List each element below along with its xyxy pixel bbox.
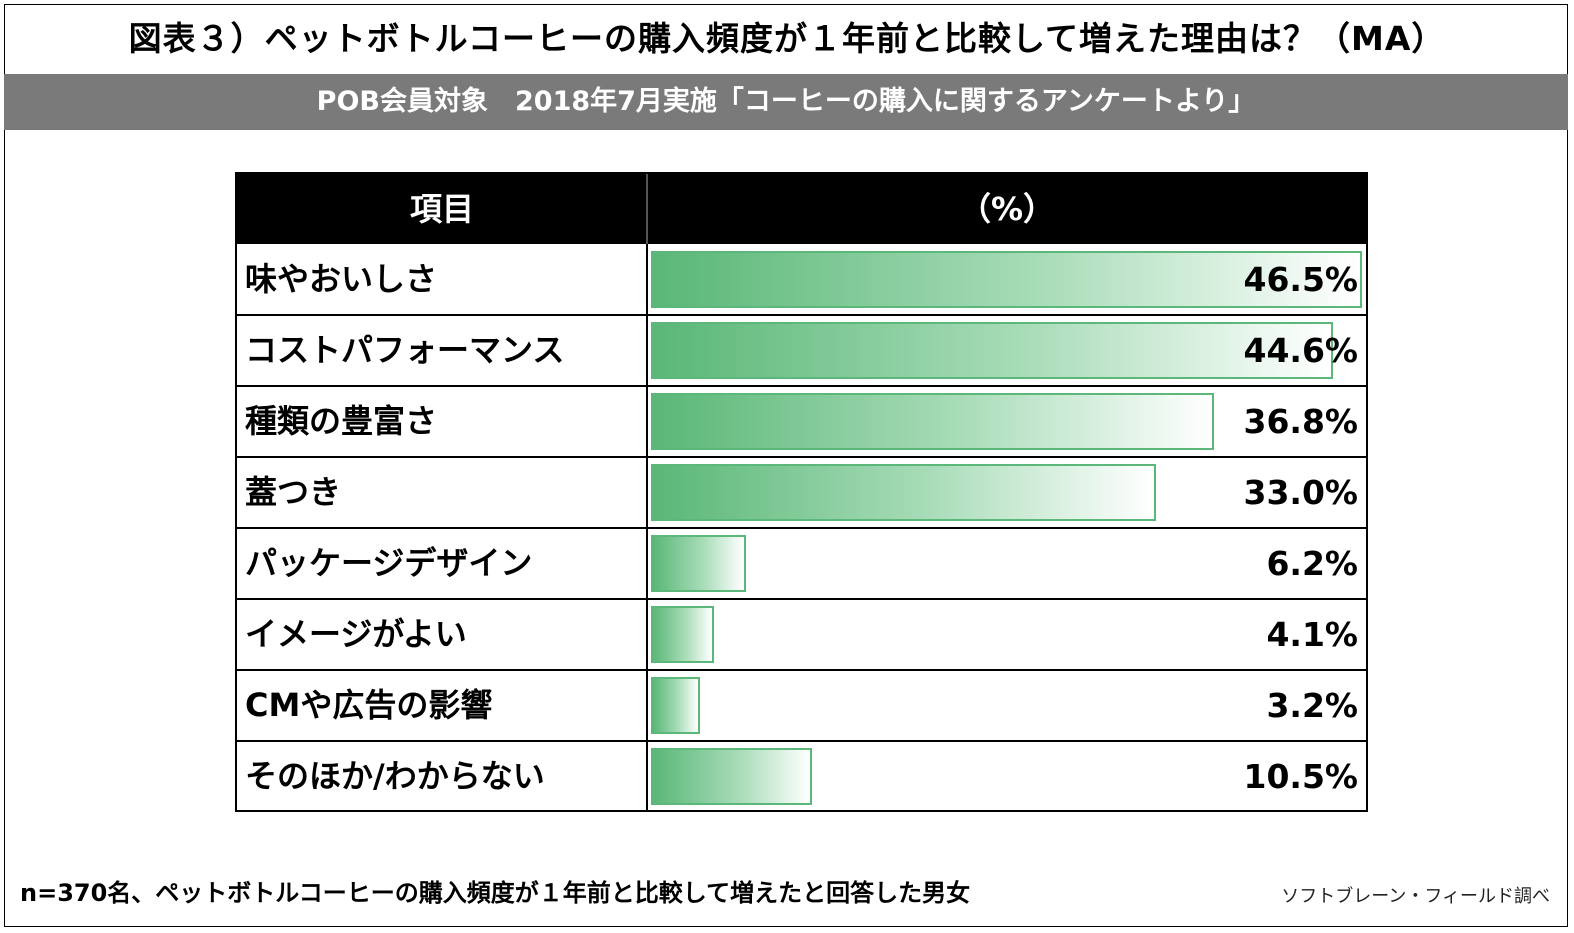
value-label: 46.5% (1243, 260, 1359, 299)
row-divider (237, 314, 1366, 316)
bar (651, 251, 1362, 308)
category-label: イメージがよい (245, 615, 467, 653)
table-row: 種類の豊富さ 36.8% (237, 386, 1366, 457)
row-divider (237, 669, 1366, 671)
value-label: 33.0% (1243, 473, 1359, 512)
bar (651, 393, 1214, 450)
row-divider (237, 385, 1366, 387)
value-label: 10.5% (1243, 757, 1359, 796)
row-divider (237, 598, 1366, 600)
row-divider (237, 527, 1366, 529)
category-label: コストパフォーマンス (245, 331, 565, 369)
table-row: そのほか/わからない 10.5% (237, 741, 1366, 812)
table-row: CMや広告の影響 3.2% (237, 670, 1366, 741)
category-label: 味やおいしさ (245, 260, 438, 298)
category-label: 種類の豊富さ (245, 402, 438, 440)
table-row: パッケージデザイン 6.2% (237, 528, 1366, 599)
header-separator (646, 174, 648, 244)
value-label: 4.1% (1266, 615, 1358, 654)
page-title: 図表３）ペットボトルコーヒーの購入頻度が１年前と比較して増えた理由は？（MA） (128, 19, 1446, 58)
figure-frame (4, 4, 1568, 927)
sample-footnote: n=370名、ペットボトルコーヒーの購入頻度が１年前と比較して増えたと回答した男… (20, 879, 971, 907)
header-item-label: 項目 (409, 190, 474, 228)
subtitle-band: POB会員対象 2018年7月実施「コーヒーの購入に関するアンケートより」 (4, 74, 1568, 130)
header-percent-label: （%） (958, 190, 1056, 228)
value-label: 44.6% (1243, 331, 1359, 370)
table-row: 味やおいしさ 46.5% (237, 244, 1366, 315)
row-divider (237, 740, 1366, 742)
table-row: コストパフォーマンス 44.6% (237, 315, 1366, 386)
category-label: パッケージデザイン (245, 544, 533, 582)
source-credit: ソフトブレーン・フィールド調べ (1281, 886, 1550, 907)
table-header: 項目 （%） (237, 174, 1366, 244)
bar (651, 322, 1333, 379)
value-label: 3.2% (1266, 686, 1358, 725)
survey-subtitle: POB会員対象 2018年7月実施「コーヒーの購入に関するアンケートより」 (316, 86, 1256, 117)
bar (651, 748, 812, 805)
category-label: そのほか/わからない (245, 757, 545, 795)
bar (651, 464, 1156, 521)
table-row: イメージがよい 4.1% (237, 599, 1366, 670)
bar (651, 535, 746, 592)
bar (651, 606, 714, 663)
value-label: 6.2% (1266, 544, 1358, 583)
bar (651, 677, 700, 734)
row-divider (237, 456, 1366, 458)
value-label: 36.8% (1243, 402, 1359, 441)
chart-table: 項目 （%） 味やおいしさ 46.5% コストパフォーマンス 44.6% 種類の豊富さ 3… (235, 172, 1368, 812)
category-label: CMや広告の影響 (245, 686, 493, 724)
category-label: 蓋つき (245, 473, 342, 511)
table-row: 蓋つき 33.0% (237, 457, 1366, 528)
